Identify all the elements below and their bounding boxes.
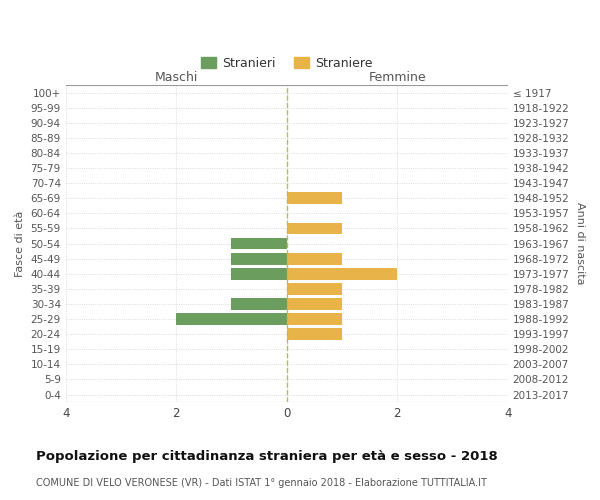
Text: Popolazione per cittadinanza straniera per età e sesso - 2018: Popolazione per cittadinanza straniera p… bbox=[36, 450, 498, 463]
Bar bbox=[287, 253, 342, 264]
Bar bbox=[287, 313, 342, 325]
Y-axis label: Fasce di età: Fasce di età bbox=[15, 210, 25, 276]
Legend: Stranieri, Straniere: Stranieri, Straniere bbox=[197, 53, 377, 74]
Bar bbox=[232, 238, 287, 250]
Bar bbox=[232, 253, 287, 264]
Bar bbox=[287, 192, 342, 204]
Text: COMUNE DI VELO VERONESE (VR) - Dati ISTAT 1° gennaio 2018 - Elaborazione TUTTITA: COMUNE DI VELO VERONESE (VR) - Dati ISTA… bbox=[36, 478, 487, 488]
Bar bbox=[287, 328, 342, 340]
Text: Femmine: Femmine bbox=[368, 71, 426, 84]
Bar bbox=[287, 298, 342, 310]
Bar bbox=[287, 222, 342, 234]
Bar bbox=[287, 268, 397, 280]
Bar bbox=[287, 283, 342, 294]
Text: Maschi: Maschi bbox=[155, 71, 198, 84]
Bar bbox=[176, 313, 287, 325]
Bar bbox=[232, 268, 287, 280]
Y-axis label: Anni di nascita: Anni di nascita bbox=[575, 202, 585, 285]
Bar bbox=[232, 298, 287, 310]
